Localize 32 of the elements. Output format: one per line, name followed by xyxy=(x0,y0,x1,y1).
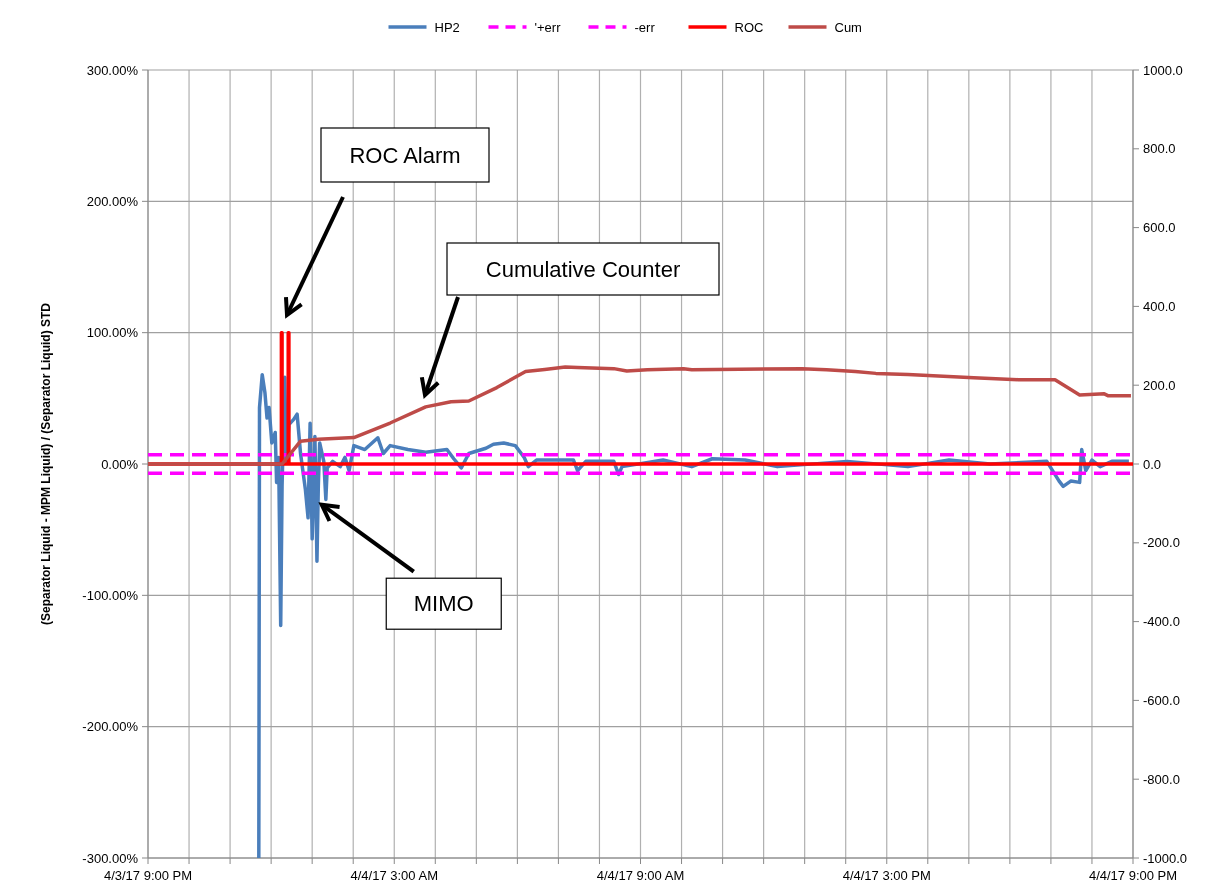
x-tick-label: 4/3/17 9:00 PM xyxy=(103,868,193,883)
y2-tick-label: 0.0 xyxy=(1143,456,1162,472)
y2-tick-label: 400.0 xyxy=(1143,298,1176,314)
y-tick-label: 100.00% xyxy=(86,325,139,341)
y2-tick-label: -600.0 xyxy=(1143,692,1180,708)
y-axis-title: (Separator Liquid - MPM Liquid) / (Separator Liquid) STD xyxy=(39,302,53,625)
legend-label: ROC xyxy=(734,19,764,35)
legend-label: '+err xyxy=(534,19,562,35)
y-tick-label: 200.00% xyxy=(86,193,139,209)
y2-tick-label: 600.0 xyxy=(1143,220,1176,236)
x-tick-label: 4/4/17 3:00 PM xyxy=(842,868,931,883)
y2-tick-label: -400.0 xyxy=(1143,614,1180,630)
annotation: ROC Alarm xyxy=(349,142,461,168)
x-tick-label: 4/4/17 9:00 PM xyxy=(1088,868,1178,883)
legend-label: HP2 xyxy=(434,19,460,35)
x-tick-label: 4/4/17 3:00 AM xyxy=(350,868,438,883)
y-tick-label: 300.00% xyxy=(86,62,139,78)
y2-tick-label: 1000.0 xyxy=(1143,62,1183,78)
y2-tick-label: -800.0 xyxy=(1143,771,1180,787)
y-tick-label: 0.00% xyxy=(101,456,139,472)
legend-label: -err xyxy=(634,19,656,35)
annotation: MIMO xyxy=(413,591,474,617)
y2-tick-label: -200.0 xyxy=(1143,535,1180,551)
y2-tick-label: 800.0 xyxy=(1143,141,1176,157)
y-tick-label: -200.00% xyxy=(82,719,139,735)
annotation: Cumulative Counter xyxy=(485,256,681,282)
y-tick-label: -300.00% xyxy=(82,850,139,866)
x-tick-label: 4/4/17 9:00 AM xyxy=(596,868,685,883)
y2-tick-label: 200.0 xyxy=(1143,377,1176,393)
legend-label: Cum xyxy=(834,19,862,35)
y-tick-label: -100.00% xyxy=(82,587,139,603)
y2-tick-label: -1000.0 xyxy=(1143,850,1188,866)
